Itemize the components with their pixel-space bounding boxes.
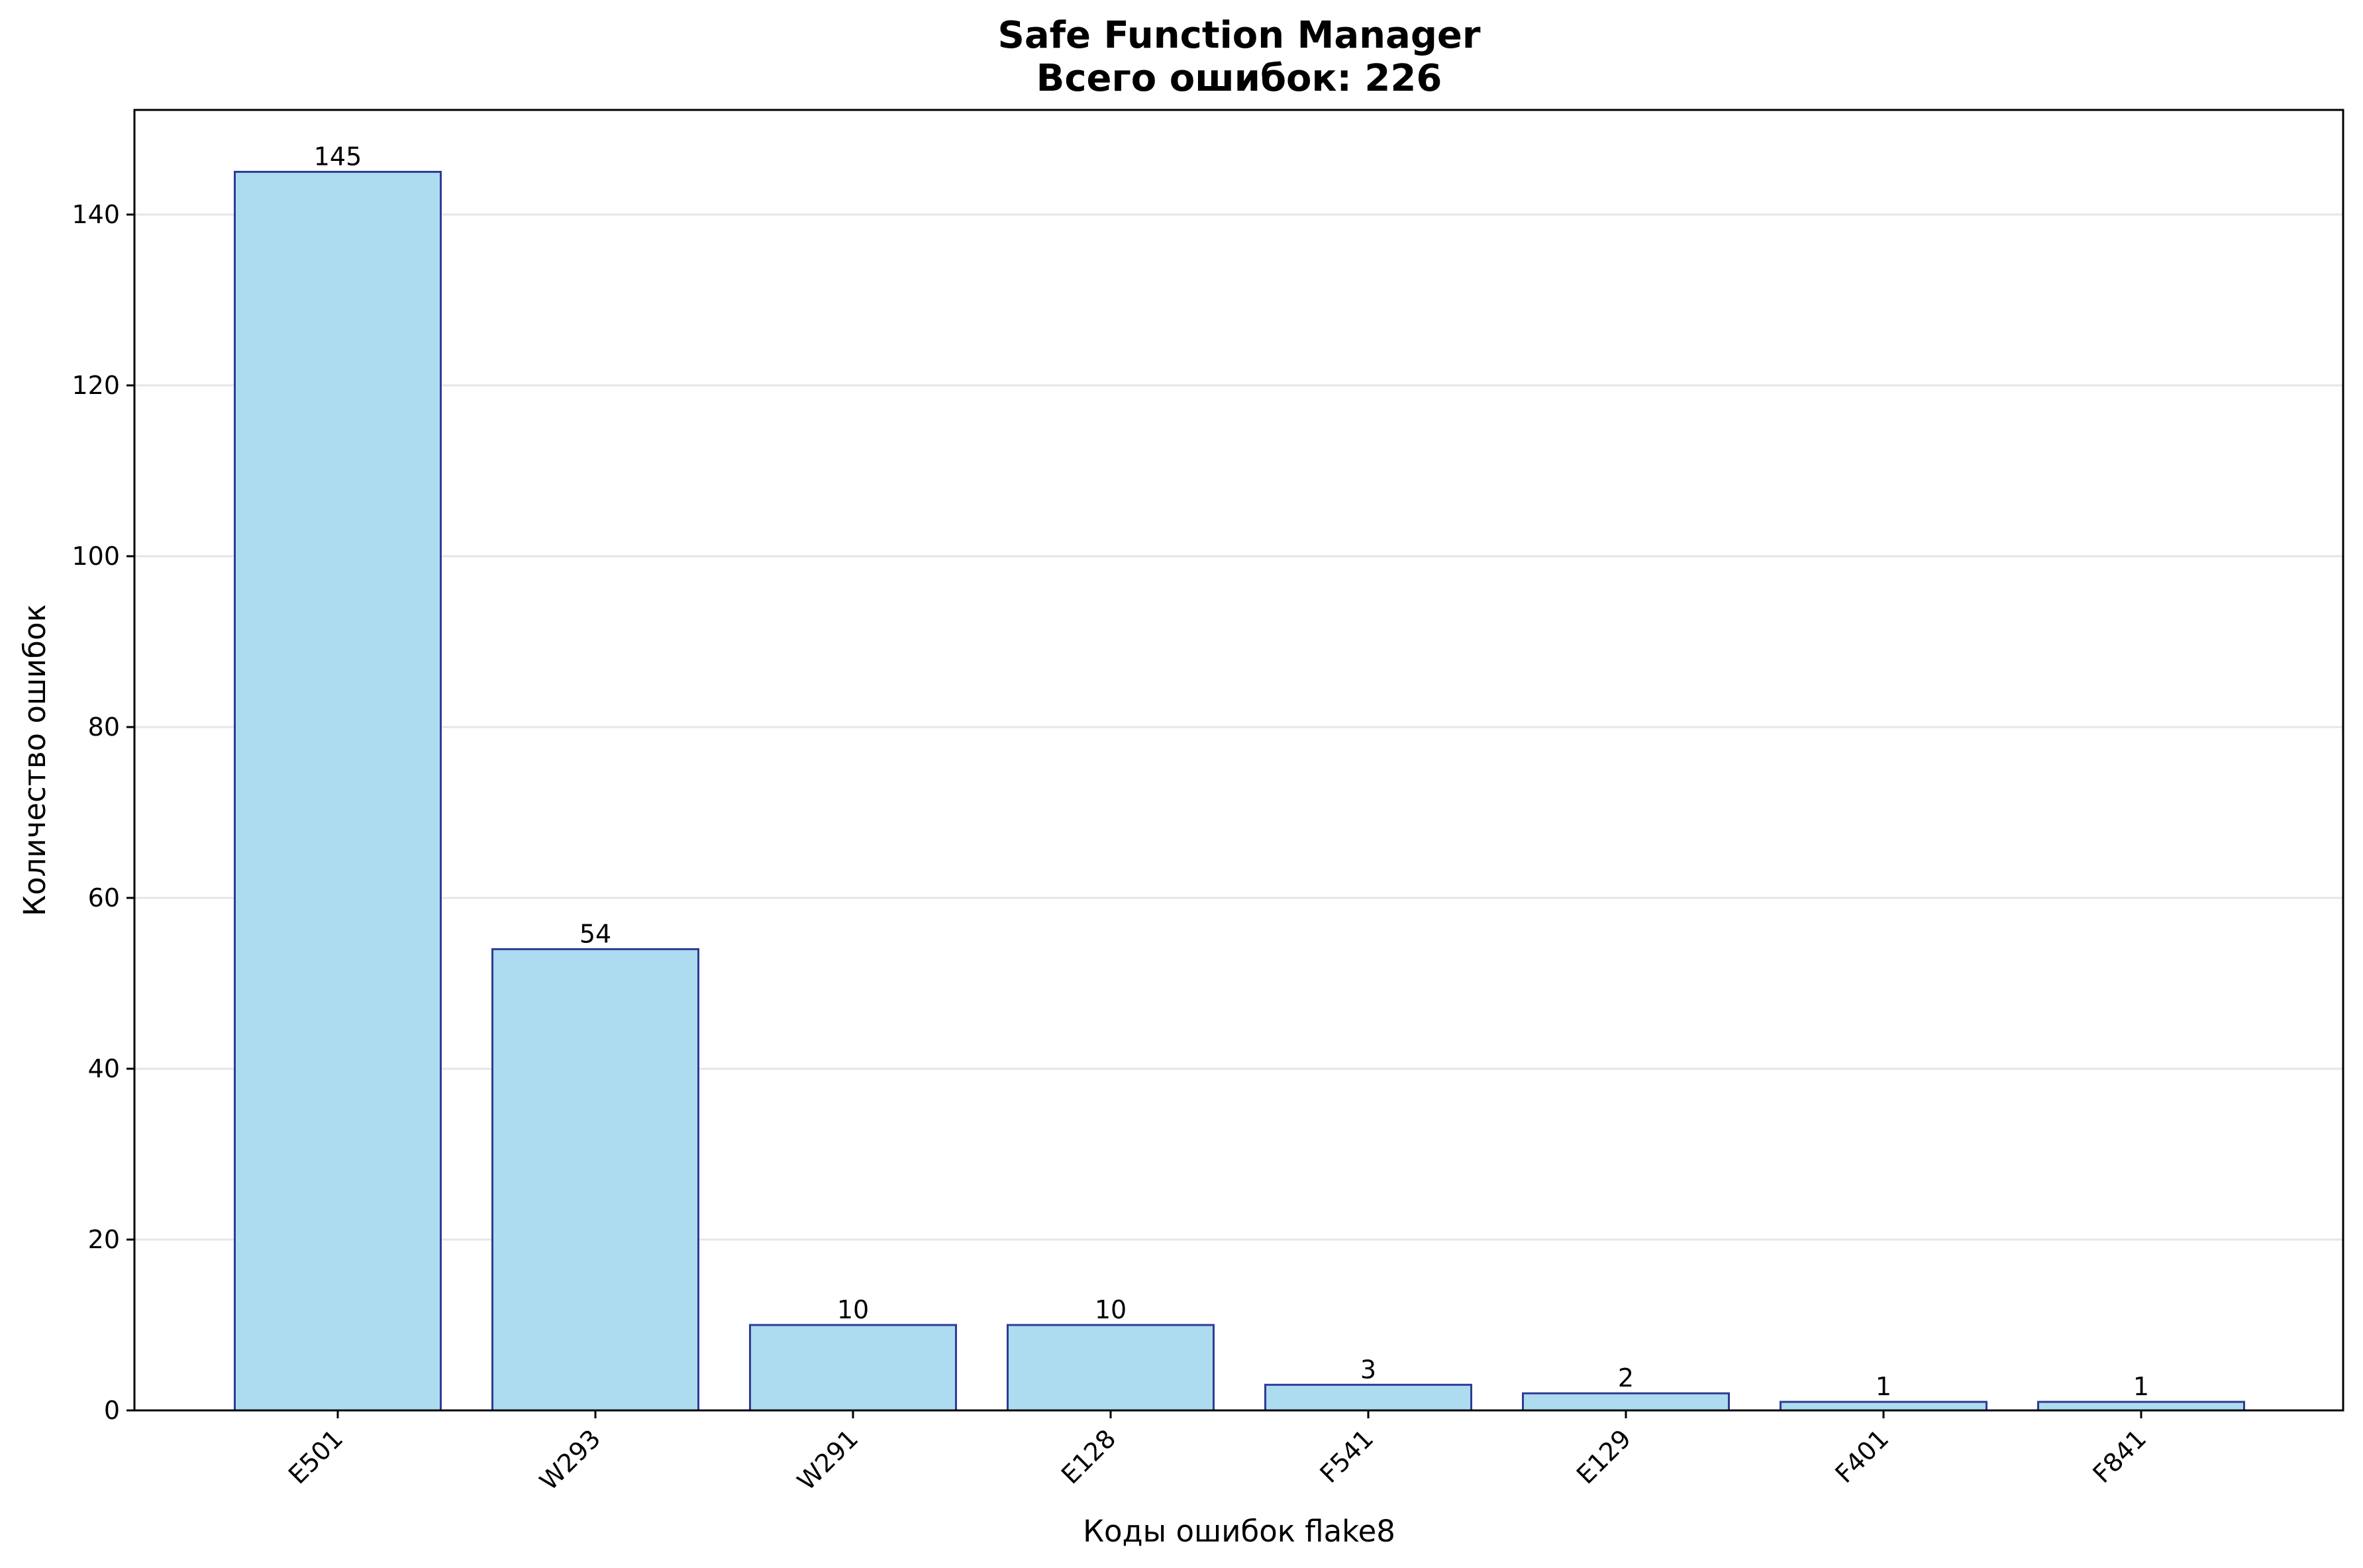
bar-f541 [1264, 1383, 1472, 1412]
bar-f401 [1780, 1400, 1987, 1412]
y-tick-label: 120 [72, 371, 120, 400]
data-labels: 145 54 10 10 3 2 1 1 [314, 142, 2149, 1402]
bars [234, 171, 2245, 1412]
data-label: 1 [2133, 1372, 2149, 1401]
bar-w291 [749, 1324, 957, 1412]
bar-e129 [1522, 1392, 1730, 1412]
data-label: 10 [837, 1295, 869, 1324]
y-tick-label: 100 [72, 542, 120, 571]
data-label: 3 [1360, 1355, 1376, 1384]
data-label: 145 [314, 142, 362, 172]
chart-subtitle: Всего ошибок: 226 [1036, 57, 1442, 100]
chart-title: Safe Function Manager [997, 14, 1480, 57]
plot-frame [133, 109, 2344, 1412]
x-axis-label: Коды ошибок flake8 [1083, 1514, 1395, 1549]
bar-e128 [1007, 1324, 1215, 1412]
y-axis-label: Количество ошибок [17, 604, 52, 916]
data-label: 54 [579, 919, 611, 948]
y-tick-label: 0 [104, 1396, 120, 1425]
data-label: 10 [1095, 1295, 1127, 1324]
y-tick-label: 20 [88, 1225, 120, 1254]
y-tick-label: 140 [72, 200, 120, 229]
y-tick-label: 40 [88, 1054, 120, 1083]
bar-e501 [234, 171, 442, 1412]
y-tick-label: 80 [88, 712, 120, 742]
data-label: 1 [1876, 1372, 1891, 1401]
data-label: 2 [1618, 1363, 1634, 1393]
y-ticks: 0 20 40 60 80 100 120 140 [72, 200, 134, 1425]
y-tick-label: 60 [88, 883, 120, 912]
bar-f841 [2037, 1400, 2245, 1412]
bar-w293 [491, 948, 699, 1412]
